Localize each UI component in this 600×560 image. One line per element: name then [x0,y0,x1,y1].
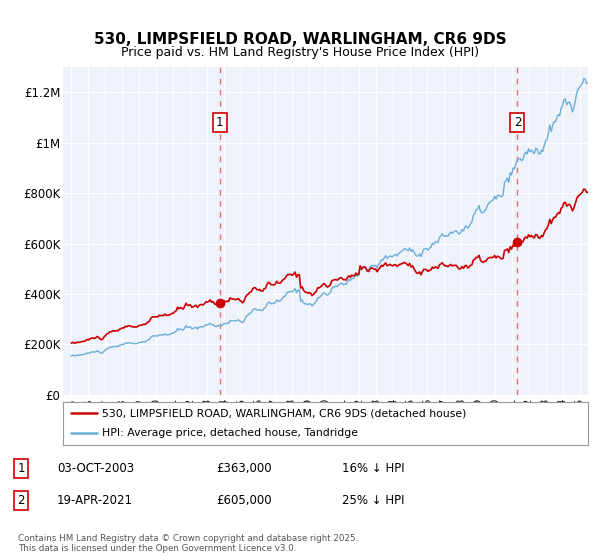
Text: 530, LIMPSFIELD ROAD, WARLINGHAM, CR6 9DS (detached house): 530, LIMPSFIELD ROAD, WARLINGHAM, CR6 9D… [103,408,467,418]
Text: 03-OCT-2003: 03-OCT-2003 [57,462,134,475]
Text: 2: 2 [17,494,25,507]
Text: 2: 2 [514,116,521,129]
Text: 25% ↓ HPI: 25% ↓ HPI [342,494,404,507]
Text: Contains HM Land Registry data © Crown copyright and database right 2025.
This d: Contains HM Land Registry data © Crown c… [18,534,358,553]
Text: 16% ↓ HPI: 16% ↓ HPI [342,462,404,475]
Text: HPI: Average price, detached house, Tandridge: HPI: Average price, detached house, Tand… [103,428,358,438]
Text: 1: 1 [216,116,223,129]
Text: 530, LIMPSFIELD ROAD, WARLINGHAM, CR6 9DS: 530, LIMPSFIELD ROAD, WARLINGHAM, CR6 9D… [94,32,506,48]
Text: Price paid vs. HM Land Registry's House Price Index (HPI): Price paid vs. HM Land Registry's House … [121,46,479,59]
Text: 1: 1 [17,462,25,475]
Text: 19-APR-2021: 19-APR-2021 [57,494,133,507]
Text: £363,000: £363,000 [216,462,272,475]
Text: £605,000: £605,000 [216,494,272,507]
